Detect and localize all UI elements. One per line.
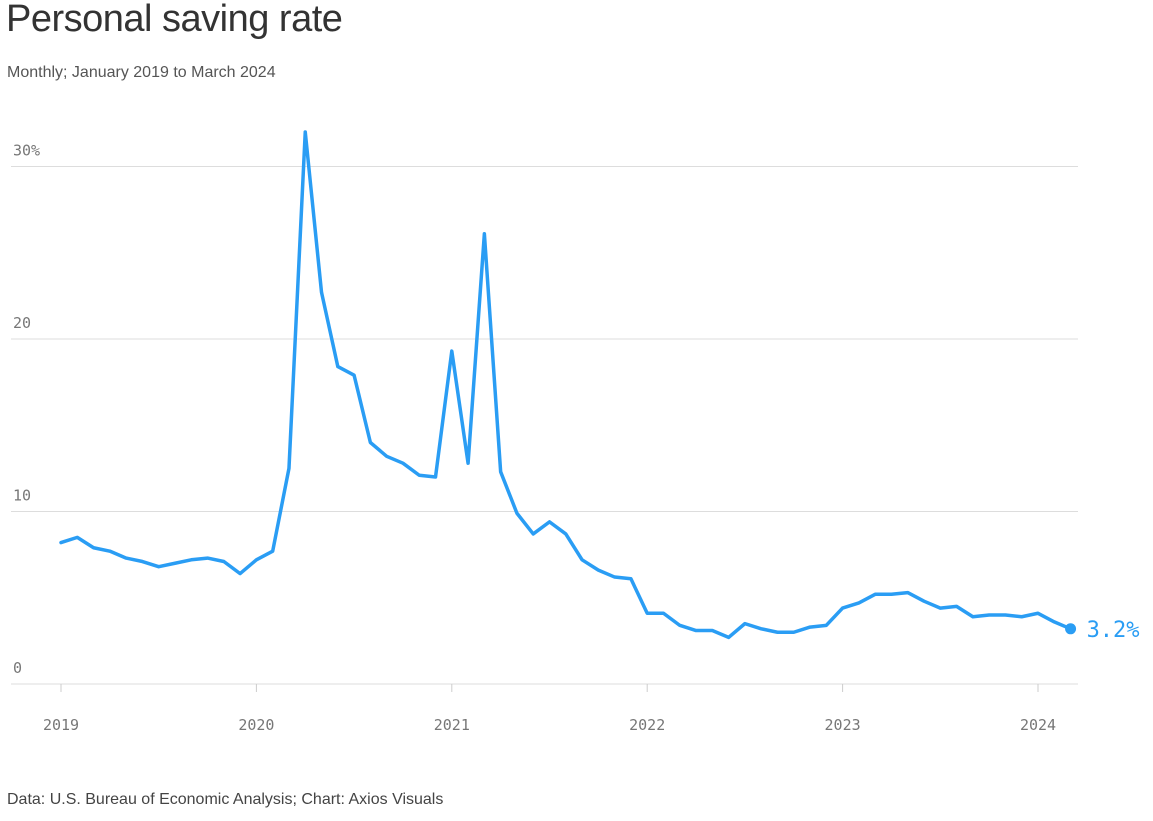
end-value-label: 3.2% — [1087, 618, 1140, 643]
data-point — [743, 622, 747, 626]
data-point — [173, 561, 177, 565]
data-point — [645, 611, 649, 615]
data-point — [352, 373, 356, 377]
y-tick-label: 0 — [13, 659, 22, 677]
data-point — [450, 349, 454, 353]
data-point — [873, 592, 877, 596]
x-axis-ticks: 2019 2020 2021 2022 2023 2024 — [43, 684, 1056, 734]
data-point — [515, 511, 519, 515]
data-point — [531, 532, 535, 536]
data-point — [499, 470, 503, 474]
data-point — [889, 592, 893, 596]
data-point — [108, 549, 112, 553]
data-point — [906, 591, 910, 595]
x-tick-label: 2021 — [434, 716, 470, 734]
data-point — [466, 461, 470, 465]
data-point — [320, 290, 324, 294]
series-line-0 — [59, 130, 1073, 640]
data-point — [808, 625, 812, 629]
data-point — [857, 601, 861, 605]
source-note: Data: U.S. Bureau of Economic Analysis; … — [7, 791, 444, 808]
data-point — [124, 556, 128, 560]
data-point — [710, 629, 714, 633]
data-point — [727, 635, 731, 639]
x-tick-label: 2020 — [238, 716, 274, 734]
data-point — [580, 558, 584, 562]
data-point — [824, 623, 828, 627]
data-point — [287, 466, 291, 470]
data-point — [971, 615, 975, 619]
data-point — [271, 549, 275, 553]
y-tick-label: 20 — [13, 314, 31, 332]
data-point — [841, 606, 845, 610]
data-point — [157, 565, 161, 569]
data-point — [759, 627, 763, 631]
data-point — [140, 560, 144, 564]
data-point — [1020, 615, 1024, 619]
data-point — [775, 630, 779, 634]
y-tick-label: 30% — [13, 142, 40, 160]
data-point — [254, 558, 258, 562]
data-point — [368, 441, 372, 445]
data-point — [987, 613, 991, 617]
chart-title: Personal saving rate — [6, 0, 343, 40]
data-point — [955, 604, 959, 608]
data-point — [401, 461, 405, 465]
data-point — [222, 560, 226, 564]
data-point — [92, 546, 96, 550]
x-tick-label: 2023 — [825, 716, 861, 734]
data-point — [694, 629, 698, 633]
y-axis-ticks: 0 10 20 30% — [13, 142, 40, 678]
data-point — [336, 365, 340, 369]
data-point — [596, 568, 600, 572]
data-point — [1036, 611, 1040, 615]
data-point — [564, 532, 568, 536]
data-point — [417, 473, 421, 477]
data-point — [678, 623, 682, 627]
x-tick-label: 2024 — [1020, 716, 1056, 734]
x-tick-label: 2019 — [43, 716, 79, 734]
data-point — [792, 630, 796, 634]
x-tick-label: 2022 — [629, 716, 665, 734]
end-point-marker — [1065, 623, 1077, 635]
data-point — [206, 556, 210, 560]
data-point — [75, 535, 79, 539]
data-point — [482, 232, 486, 236]
data-point — [59, 541, 63, 545]
data-point — [303, 130, 307, 134]
y-tick-label: 10 — [13, 487, 31, 505]
data-points: 3.2% — [59, 130, 1140, 643]
series-layer — [59, 130, 1073, 640]
chart-subtitle: Monthly; January 2019 to March 2024 — [7, 64, 276, 81]
data-point — [661, 611, 665, 615]
data-point — [922, 599, 926, 603]
data-point — [1052, 620, 1056, 624]
data-point — [238, 572, 242, 576]
data-point — [613, 575, 617, 579]
data-point — [189, 558, 193, 562]
data-point — [938, 606, 942, 610]
gridlines — [11, 166, 1078, 685]
data-point — [385, 454, 389, 458]
data-point — [1003, 613, 1007, 617]
data-point — [548, 520, 552, 524]
data-point — [629, 577, 633, 581]
data-point — [434, 475, 438, 479]
